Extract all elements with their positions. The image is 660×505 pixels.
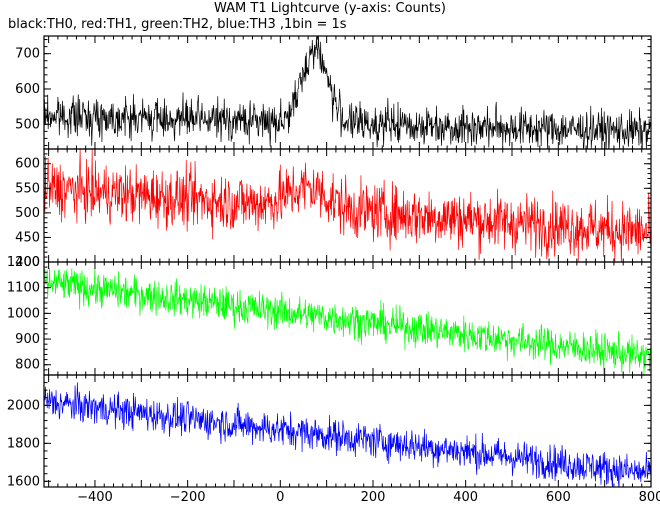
- y-tick-label: 400: [15, 255, 40, 270]
- y-tick-label: 900: [15, 332, 40, 347]
- chart-subtitle: black:TH0, red:TH1, green:TH2, blue:TH3 …: [8, 17, 347, 32]
- x-tick-label: 800: [639, 490, 660, 505]
- y-tick-label: 1200: [7, 255, 40, 270]
- y-tick-label: 450: [15, 230, 40, 245]
- series-line-th3: [44, 382, 651, 487]
- y-tick-label: 700: [15, 47, 40, 62]
- y-tick-label: 500: [15, 117, 40, 132]
- x-tick-label: 400: [453, 490, 478, 505]
- series-line-th2: [44, 266, 651, 375]
- x-tick-label: −400: [77, 490, 113, 505]
- x-tick-label: 200: [361, 490, 386, 505]
- chart-title: WAM T1 Lightcurve (y-axis: Counts): [214, 1, 446, 16]
- y-tick-label: 500: [15, 206, 40, 221]
- y-tick-label: 1000: [7, 306, 40, 321]
- y-tick-label: 1100: [7, 281, 40, 296]
- y-tick-label: 600: [15, 157, 40, 172]
- x-tick-label: 600: [546, 490, 571, 505]
- y-tick-label: 550: [15, 181, 40, 196]
- y-tick-label: 800: [15, 358, 40, 373]
- series-line-th0: [44, 36, 651, 149]
- x-tick-label: 0: [276, 490, 284, 505]
- x-tick-label: −200: [170, 490, 206, 505]
- panel-frame-3: [43, 374, 652, 488]
- y-tick-label: 600: [15, 82, 40, 97]
- y-tick-label: 1800: [7, 436, 40, 451]
- series-line-th1: [44, 149, 651, 262]
- y-tick-label: 2000: [7, 398, 40, 413]
- y-tick-label: 1600: [7, 474, 40, 489]
